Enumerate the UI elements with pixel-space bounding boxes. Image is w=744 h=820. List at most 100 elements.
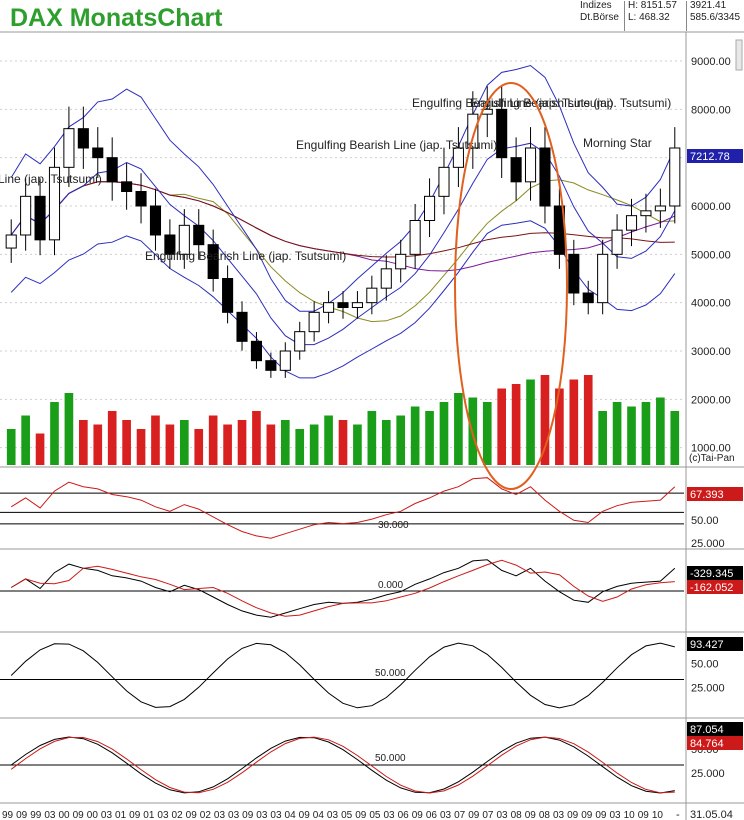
x-tick-label: 06 — [398, 810, 410, 820]
annotation-engulfing-3: Engulfing Bearish Line (jap. Tsutsumi) — [296, 138, 497, 152]
candle-body — [250, 340, 262, 362]
ind3-reference-label: 50.000 — [375, 668, 406, 679]
x-tick-label: 09 — [581, 810, 593, 820]
footer-date: 31.05.04 — [690, 809, 733, 820]
ind1-reference-label: 30.000 — [378, 520, 409, 531]
x-tick-label: 03 — [553, 810, 565, 820]
volume-bar — [6, 429, 16, 465]
x-tick-label: 09 — [242, 810, 254, 820]
candle-body — [178, 224, 190, 255]
volume-bar — [598, 411, 607, 465]
volume-bar — [381, 420, 391, 465]
candle-body — [467, 113, 479, 149]
candle-body — [92, 147, 104, 159]
candle-body — [207, 244, 219, 280]
low-label: L: 468.32 — [628, 12, 670, 23]
volume-bar — [497, 388, 507, 465]
candle-body — [323, 302, 335, 313]
volume-bar — [641, 402, 651, 465]
x-tick-label: 09 — [186, 810, 198, 820]
ind2-current-value-1: -329.345 — [690, 568, 733, 580]
candle-body — [496, 108, 508, 159]
x-tick-label: 09 — [468, 810, 480, 820]
ind3-line — [10, 642, 675, 709]
ind3-tick-label: 25.000 — [691, 683, 725, 695]
volume-bar — [107, 411, 117, 465]
volume-bar — [50, 402, 59, 465]
volume-bar — [79, 420, 88, 465]
volume-bar — [93, 424, 103, 465]
x-tick-label: 09 — [638, 810, 650, 820]
ind1-tick-label: 25.000 — [691, 538, 725, 550]
x-tick-label: 07 — [482, 810, 494, 820]
x-tick-label: 03 — [101, 810, 113, 820]
x-tick-label: 06 — [426, 810, 438, 820]
ind4-current-value-1: 87.054 — [690, 724, 724, 736]
current-price-value: 7212.78 — [690, 151, 730, 163]
x-tick-label: 10 — [652, 810, 664, 820]
candle-body — [654, 205, 666, 212]
ind4-reference-label: 50.000 — [375, 753, 406, 764]
candle-body — [424, 195, 436, 221]
candle-body — [149, 205, 162, 236]
ind2-reference-label: 0.000 — [378, 580, 403, 591]
candle-body — [611, 229, 623, 255]
volume-bar — [583, 375, 593, 465]
candle-body — [106, 157, 118, 183]
range-info: H: 8151.57 L: 468.32 — [628, 0, 677, 32]
annotation-line-tsutsumi: Line (jap. Tsutsumi) — [0, 172, 102, 186]
x-tick-label: 08 — [539, 810, 551, 820]
volume-bar — [252, 411, 261, 465]
chart-title: DAX MonatsChart — [10, 4, 223, 32]
candle-body — [380, 268, 392, 289]
x-tick-label: 01 — [115, 810, 127, 820]
volume-bar — [396, 415, 406, 465]
bollinger-middle — [10, 142, 676, 346]
candle-body — [366, 287, 378, 304]
header-divider-2 — [686, 1, 687, 31]
x-tick-label: 02 — [172, 810, 184, 820]
ind4-value-badge-1 — [687, 722, 743, 736]
candle-body — [236, 311, 248, 342]
volume-bar — [280, 420, 290, 465]
volume-bar — [324, 415, 333, 465]
volume-bar — [122, 420, 131, 465]
ind4-tick-label: 25.000 — [691, 768, 725, 780]
x-tick-label: 03 — [44, 810, 56, 820]
candle-body — [5, 234, 17, 249]
x-tick-label: 03 — [609, 810, 621, 820]
x-tick-label: 99 — [2, 810, 14, 820]
candle-body — [640, 210, 652, 217]
volume-bar — [237, 420, 247, 465]
ind3-value-badge — [687, 637, 743, 651]
candle-body — [34, 195, 46, 241]
market-line1: Indizes — [580, 0, 612, 11]
volume-bar — [612, 402, 622, 465]
footer-dash: - — [676, 809, 680, 820]
volume-bar — [656, 397, 665, 465]
volume-bar — [353, 424, 362, 465]
candle-body — [452, 147, 464, 168]
volume-bar — [367, 411, 377, 465]
candle-body — [337, 302, 349, 308]
current-price-badge — [687, 149, 743, 163]
candle-body — [438, 166, 450, 197]
x-tick-label: 09 — [595, 810, 607, 820]
volume-bar — [194, 429, 204, 465]
ind2-line — [10, 559, 675, 617]
candle-body — [308, 311, 320, 333]
x-tick-label: 03 — [270, 810, 282, 820]
volume-bar — [64, 393, 74, 465]
x-tick-label: 08 — [511, 810, 523, 820]
ind1-value-badge — [687, 487, 743, 501]
highlight-ellipse — [454, 82, 568, 490]
market-line2: Dt.Börse — [580, 12, 619, 23]
candle-body — [135, 191, 147, 207]
volume-bar — [179, 420, 189, 465]
volume-bar — [670, 411, 680, 465]
ind2-line — [10, 559, 676, 618]
scroll-thumb[interactable] — [735, 39, 743, 71]
price-tick-label: 1000.00 — [691, 443, 731, 455]
candle-body — [625, 215, 638, 231]
